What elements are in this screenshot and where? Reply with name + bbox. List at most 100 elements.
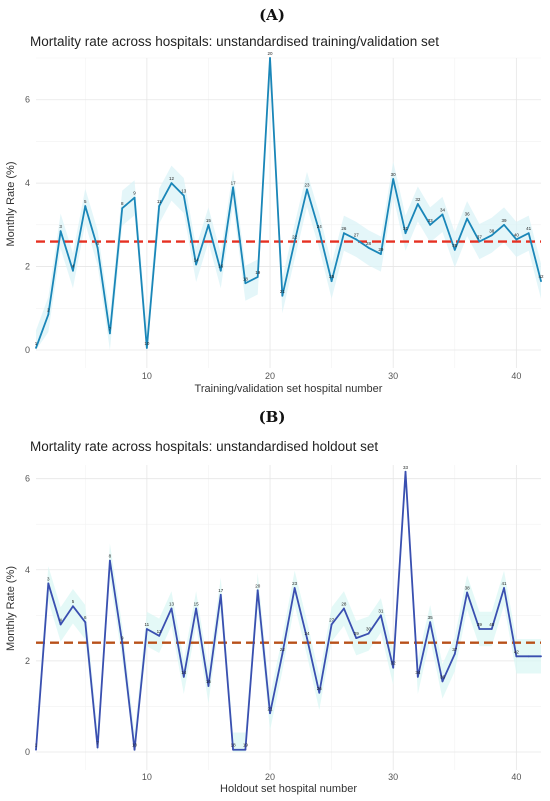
panel-a-data-point bbox=[121, 207, 124, 210]
panel-b-data-label: 12 bbox=[157, 629, 163, 634]
panel-b-data-point bbox=[72, 605, 74, 608]
panel-a-data-label: 17 bbox=[231, 180, 237, 185]
panel-b-data-label: 9 bbox=[121, 636, 124, 641]
panel-b-data-label: 14 bbox=[181, 670, 187, 675]
panel-b-data-label: 21 bbox=[268, 706, 274, 711]
panel-a-data-point bbox=[355, 238, 358, 241]
panel-a-data-label: 35 bbox=[452, 243, 458, 248]
panel-a-data-point bbox=[47, 313, 50, 316]
panel-a-data-point bbox=[219, 269, 222, 272]
panel-b-data-point bbox=[121, 641, 124, 644]
panel-b-data-point bbox=[453, 653, 456, 655]
panel-a-data-point bbox=[515, 238, 518, 241]
panel-a-data-label: 41 bbox=[526, 226, 532, 231]
panel-b-data-point bbox=[219, 593, 222, 596]
panel-a-data-label: 16 bbox=[218, 264, 224, 269]
panel-a-data-label: 7 bbox=[109, 326, 112, 331]
panel-a-data-label: 40 bbox=[514, 232, 520, 237]
panel-a-data-label: 11 bbox=[157, 199, 162, 204]
panel-b-data-label: 8 bbox=[109, 554, 112, 559]
panel-b-data-point bbox=[281, 653, 284, 655]
panel-a-data-label: 14 bbox=[194, 257, 200, 262]
panel-a-data-point bbox=[96, 246, 99, 249]
panel-b-data-point bbox=[195, 607, 198, 610]
panel-b-data-label: 40 bbox=[489, 622, 495, 627]
panel-b-data-point bbox=[416, 675, 419, 678]
panel-b-data-point bbox=[527, 655, 530, 658]
panel-a-data-point bbox=[343, 232, 345, 235]
panel-b-data-point bbox=[35, 748, 37, 751]
panel-a-data-label: 29 bbox=[378, 247, 384, 252]
panel-a-data-label: 1 bbox=[35, 341, 38, 346]
panel-a-data-label: 37 bbox=[477, 235, 483, 240]
panel-b-data-label: 30 bbox=[366, 627, 372, 632]
panel-b-series-line bbox=[35, 470, 541, 751]
panel-b-data-label: 39 bbox=[477, 622, 483, 627]
panel-b-data-label: 37 bbox=[452, 647, 458, 652]
panel-a-data-point bbox=[453, 248, 456, 251]
panel-a-data-point bbox=[466, 217, 468, 220]
panel-b-data-label: 31 bbox=[378, 608, 384, 613]
panel-b: (B) Mortality rate across hospitals: uns… bbox=[5, 408, 542, 795]
panel-a-data-label: 32 bbox=[415, 197, 421, 202]
panel-a-data-point bbox=[293, 240, 296, 243]
panel-b-data-label: 16 bbox=[206, 679, 212, 684]
panel-b-data-point bbox=[145, 628, 148, 630]
panel-a-data-point bbox=[158, 205, 161, 207]
panel-b-data-point bbox=[109, 559, 111, 562]
panel-a-data-point bbox=[379, 253, 382, 255]
panel-a-data-label: 31 bbox=[403, 226, 409, 231]
panel-a-data-label: 2 bbox=[47, 308, 50, 313]
panel-b-data-label: 35 bbox=[428, 615, 434, 620]
panel-a-data-label: 18 bbox=[243, 276, 249, 281]
panel-a-confidence-band bbox=[36, 58, 541, 350]
panel-a-data-point bbox=[392, 178, 395, 180]
panel-b-data-label: 28 bbox=[341, 602, 347, 607]
panel-b-x-tick-label: 20 bbox=[265, 772, 275, 782]
panel-b-data-label: 29 bbox=[354, 631, 360, 636]
panel-a-data-point bbox=[490, 234, 493, 237]
panel-b-data-label: 7 bbox=[96, 740, 99, 745]
panel-a-x-tick-label: 30 bbox=[388, 371, 398, 381]
panel-a-data-point bbox=[367, 246, 370, 249]
panel-a-y-tick-label: 6 bbox=[25, 95, 30, 105]
panel-b-data-point bbox=[540, 655, 542, 658]
panel-b-data-point bbox=[478, 628, 481, 630]
panel-b-data-point bbox=[256, 589, 259, 592]
panel-a-data-label: 4 bbox=[72, 264, 75, 269]
panel-a-data-point bbox=[35, 347, 37, 349]
panel-a-data-point bbox=[503, 223, 505, 226]
panel-b-data-label: 11 bbox=[145, 622, 150, 627]
panel-a-data-label: 27 bbox=[354, 232, 360, 237]
panel-a-title: Mortality rate across hospitals: unstand… bbox=[30, 34, 439, 49]
panel-b-data-label: 10 bbox=[132, 743, 138, 748]
panel-a-data-point bbox=[306, 188, 308, 191]
panel-b-y-tick-label: 2 bbox=[25, 656, 30, 666]
panel-a-data-label: 36 bbox=[465, 212, 471, 217]
panel-a-data-label: 20 bbox=[268, 51, 274, 56]
panel-b-data-point bbox=[404, 470, 407, 473]
panel-b-x-axis-title: Holdout set hospital number bbox=[220, 783, 357, 795]
panel-b-x-tick-label: 40 bbox=[511, 772, 521, 782]
panel-a-data-point bbox=[256, 276, 259, 278]
panel-b-data-point bbox=[306, 637, 308, 640]
panel-b-data-label: 5 bbox=[72, 599, 75, 604]
panel-b-data-label: 3 bbox=[47, 576, 50, 581]
panel-a-data-label: 15 bbox=[206, 218, 212, 223]
panel-a-data-label: 9 bbox=[133, 191, 136, 196]
panel-b-title: Mortality rate across hospitals: unstand… bbox=[30, 439, 378, 454]
panel-a-x-tick-label: 10 bbox=[142, 371, 152, 381]
panel-a-label: (A) bbox=[259, 6, 285, 24]
panel-b-data-label: 13 bbox=[169, 602, 175, 607]
panel-a: (A) Mortality rate across hospitals: uns… bbox=[5, 6, 544, 395]
panel-a-data-label: 6 bbox=[96, 241, 99, 246]
panel-b-data-point bbox=[318, 691, 321, 694]
panel-b-data-point bbox=[515, 655, 518, 658]
panel-a-data-point bbox=[170, 182, 173, 185]
panel-a-data-point bbox=[330, 280, 333, 283]
panel-b-data-label: 32 bbox=[391, 661, 397, 666]
panel-a-data-point bbox=[441, 213, 444, 216]
panel-b-data-label: 24 bbox=[304, 631, 310, 636]
panel-b-data-point bbox=[133, 748, 136, 751]
